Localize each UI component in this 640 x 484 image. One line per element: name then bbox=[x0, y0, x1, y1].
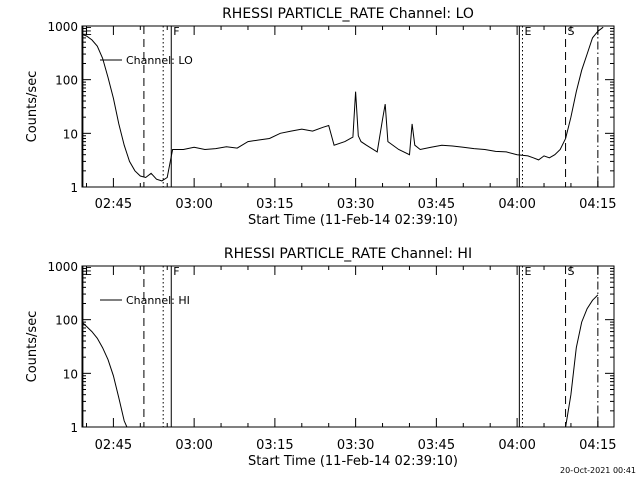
x-tick-label: 04:15 bbox=[579, 438, 616, 453]
x-axis-label: Start Time (11-Feb-14 02:39:10) bbox=[248, 454, 458, 469]
chart-title: RHESSI PARTICLE_RATE Channel: LO bbox=[222, 6, 474, 22]
legend-label: Channel: LO bbox=[126, 54, 193, 67]
x-tick-label: 03:30 bbox=[337, 438, 374, 453]
chart-panel-1: RHESSI PARTICLE_RATE Channel: HI 1 10 100 10… bbox=[25, 246, 617, 469]
y-tick-label: 100 bbox=[55, 314, 78, 328]
event-marker-label: F bbox=[173, 25, 179, 38]
event-marker-label: E bbox=[524, 25, 531, 38]
y-tick-label: 10 bbox=[63, 127, 78, 141]
x-tick-label: 03:00 bbox=[175, 438, 212, 453]
y-tick-label: 1 bbox=[70, 421, 78, 435]
x-tick-label: 02:45 bbox=[95, 438, 132, 453]
y-axis-label: Counts/sec bbox=[25, 71, 40, 143]
x-tick-label: 04:00 bbox=[498, 438, 535, 453]
x-tick-label: 02:45 bbox=[95, 197, 132, 212]
series-line bbox=[81, 26, 604, 182]
event-marker-label: S bbox=[568, 25, 575, 38]
x-tick-label: 04:00 bbox=[498, 197, 535, 212]
y-tick-label: 1000 bbox=[47, 20, 78, 34]
y-tick-label: 1000 bbox=[47, 260, 78, 274]
event-marker-label: E bbox=[85, 265, 92, 278]
date-stamp: 20-Oct-2021 00:41 bbox=[560, 466, 636, 475]
event-marker-label: F bbox=[173, 265, 179, 278]
plot-frame bbox=[81, 265, 615, 428]
x-tick-label: 03:45 bbox=[418, 197, 455, 212]
plot-frame bbox=[81, 25, 615, 188]
x-tick-label: 03:45 bbox=[418, 438, 455, 453]
y-tick-label: 1 bbox=[70, 181, 78, 195]
y-tick-label: 100 bbox=[55, 74, 78, 88]
chart-title: RHESSI PARTICLE_RATE Channel: HI bbox=[224, 246, 472, 262]
x-tick-label: 03:15 bbox=[256, 438, 293, 453]
event-marker-label: E bbox=[85, 25, 92, 38]
x-axis-label: Start Time (11-Feb-14 02:39:10) bbox=[248, 213, 458, 228]
series-line bbox=[565, 294, 599, 428]
series-line bbox=[81, 321, 128, 428]
event-marker-label: E bbox=[524, 265, 531, 278]
x-tick-label: 03:15 bbox=[256, 197, 293, 212]
x-tick-label: 04:15 bbox=[579, 197, 616, 212]
event-marker-label: S bbox=[568, 265, 575, 278]
y-tick-label: 10 bbox=[63, 367, 78, 381]
x-tick-label: 03:00 bbox=[175, 197, 212, 212]
y-axis-label: Counts/sec bbox=[25, 311, 40, 383]
chart-panel-0: RHESSI PARTICLE_RATE Channel: LO 1 10 100 10… bbox=[25, 6, 617, 228]
x-tick-label: 03:30 bbox=[337, 197, 374, 212]
legend-label: Channel: HI bbox=[126, 294, 190, 307]
